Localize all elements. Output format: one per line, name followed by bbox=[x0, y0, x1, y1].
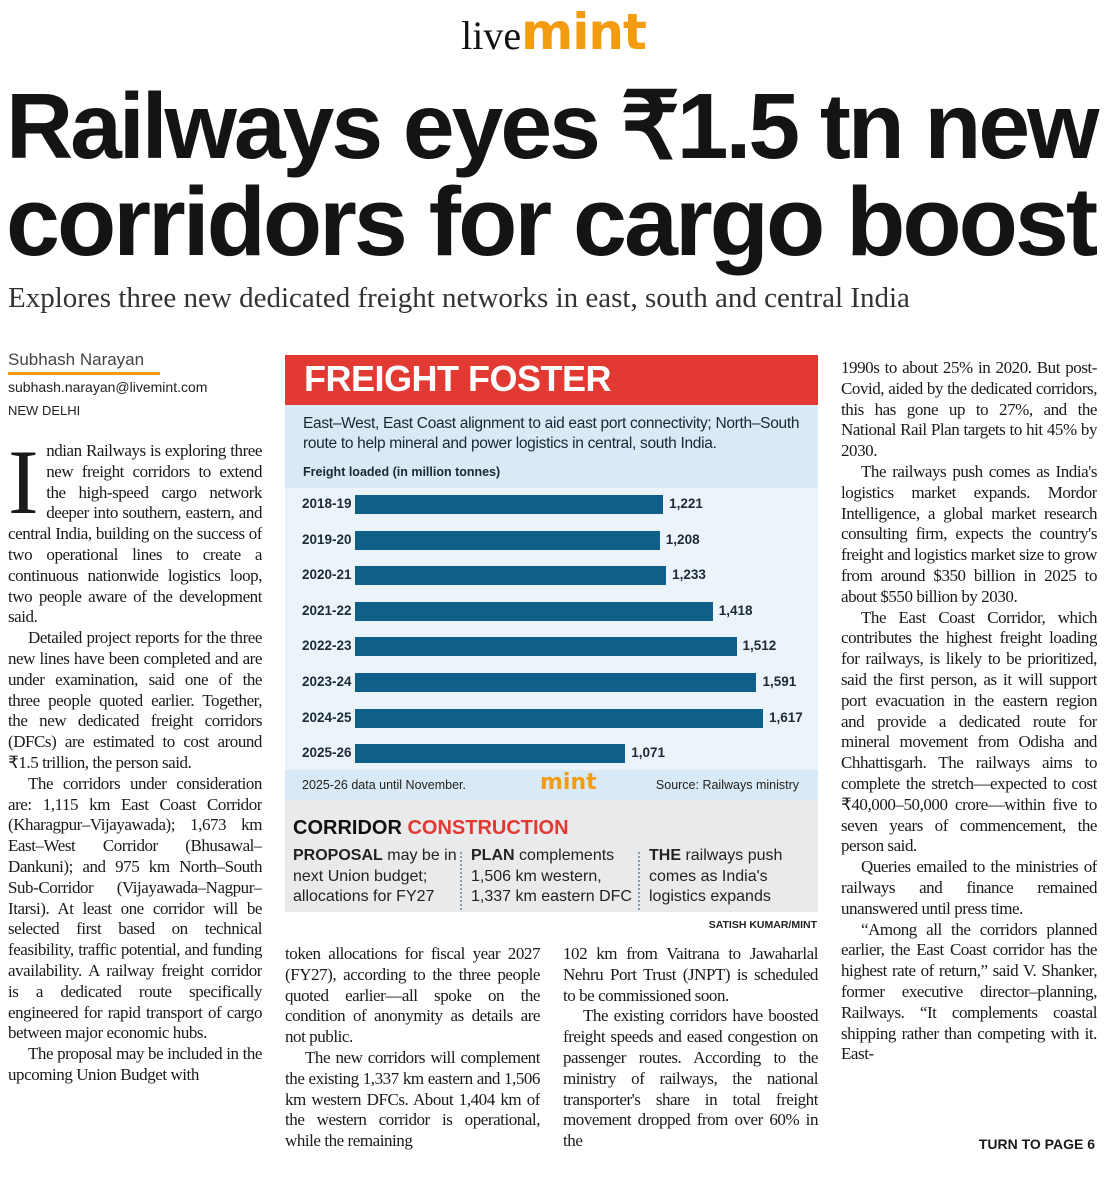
item-lead: PROPOSAL bbox=[293, 847, 383, 864]
corridor-title: CORRIDOR CONSTRUCTION bbox=[293, 817, 569, 840]
chart-source: Source: Railways ministry bbox=[655, 778, 799, 792]
column: Indian Railways is exploring three new f… bbox=[8, 441, 262, 1157]
paragraph: Indian Railways is exploring three new f… bbox=[8, 441, 262, 627]
corridor-box bbox=[285, 800, 818, 912]
bar bbox=[355, 566, 667, 586]
brand: mint bbox=[540, 770, 597, 795]
corridor-item: THE railways push comes as India's logis… bbox=[649, 846, 817, 908]
item-text: may be in next Union budget; allocations… bbox=[293, 847, 457, 905]
byline-rule bbox=[8, 372, 160, 375]
chart-note: 2025-26 data until November. bbox=[302, 778, 466, 792]
bar bbox=[355, 601, 713, 621]
chart-title: FREIGHT FOSTER bbox=[304, 358, 612, 399]
paragraph: “Among all the corridors planned earlier… bbox=[841, 919, 1097, 1064]
column: 1990s to about 25% in 2020. But post-Cov… bbox=[841, 358, 1097, 1114]
category-label: 2022-23 bbox=[302, 638, 352, 654]
category-label: 2018-19 bbox=[302, 496, 352, 511]
headline: Railways eyes ₹1.5 tn new bbox=[6, 74, 1099, 178]
byline-email: subhash.narayan@livemint.com bbox=[8, 379, 208, 395]
paragraph: 1990s to about 25% in 2020. But post-Cov… bbox=[841, 358, 1097, 461]
subheadline: Explores three new dedicated freight net… bbox=[8, 282, 910, 314]
paragraph: The new corridors will complement the ex… bbox=[285, 1047, 540, 1151]
value-label: 1,208 bbox=[665, 531, 700, 547]
column: 102 km from Vaitrana to Jawaharlal Nehru… bbox=[563, 944, 818, 1157]
bar bbox=[355, 744, 626, 764]
masthead-mint: mint bbox=[521, 3, 647, 61]
paragraph: 102 km from Vaitrana to Jawaharlal Nehru… bbox=[563, 944, 818, 1005]
axis-label: Freight loaded (in million tonnes) bbox=[303, 465, 501, 479]
paragraph: The existing corridors have boosted frei… bbox=[563, 1006, 818, 1151]
item-text: railways push comes as India's logistics… bbox=[649, 847, 783, 905]
paragraph: Queries emailed to the ministries of rai… bbox=[841, 857, 1097, 918]
value-label: 1,221 bbox=[669, 496, 703, 511]
category-label: 2023-24 bbox=[302, 674, 352, 689]
item-lead: PLAN bbox=[471, 847, 515, 864]
bar bbox=[355, 637, 737, 657]
paragraph: Detailed project reports for the three n… bbox=[8, 628, 262, 772]
paragraph: The corridors under consideration are: 1… bbox=[8, 773, 262, 1043]
bar bbox=[355, 495, 664, 514]
separator bbox=[460, 852, 462, 910]
category-label: 2025-26 bbox=[302, 745, 352, 761]
jump-line: TURN TO PAGE 6 bbox=[978, 1136, 1095, 1152]
byline-name: Subhash Narayan bbox=[8, 350, 145, 369]
value-label: 1,617 bbox=[769, 709, 803, 725]
paragraph: The proposal may be included in the upco… bbox=[8, 1044, 262, 1084]
category-label: 2021-22 bbox=[302, 602, 352, 618]
chart-header bbox=[285, 355, 818, 405]
masthead: livemint bbox=[0, 2, 1107, 66]
value-label: 1,233 bbox=[672, 567, 706, 583]
bar bbox=[355, 708, 763, 728]
bar bbox=[355, 530, 660, 550]
item-text: complements 1,506 km western, 1,337 km e… bbox=[471, 847, 632, 905]
bar bbox=[355, 673, 757, 692]
corridor-item: PROPOSAL may be in next Union budget; al… bbox=[293, 846, 461, 908]
value-label: 1,591 bbox=[762, 674, 797, 689]
headline: corridors for cargo boost bbox=[6, 167, 1098, 276]
dateline: NEW DELHI bbox=[8, 403, 81, 418]
corridor-title-black: CORRIDOR bbox=[293, 817, 402, 839]
category-label: 2020-21 bbox=[302, 567, 352, 583]
column: token allocations for fiscal year 2027 (… bbox=[285, 944, 540, 1157]
item-lead: THE bbox=[649, 847, 681, 864]
value-label: 1,512 bbox=[742, 638, 777, 654]
paragraph: token allocations for fiscal year 2027 (… bbox=[285, 944, 540, 1047]
masthead-live: live bbox=[461, 13, 522, 58]
paragraph: The East Coast Corridor, which contribut… bbox=[841, 607, 1097, 856]
credit: SATISH KUMAR/MINT bbox=[708, 919, 817, 931]
separator bbox=[638, 852, 640, 910]
corridor-item: PLAN complements 1,506 km western, 1,337… bbox=[471, 846, 639, 908]
chart-subtitle: East–West, East Coast alignment to aid e… bbox=[303, 415, 800, 452]
category-label: 2024-25 bbox=[302, 709, 352, 725]
value-label: 1,071 bbox=[631, 745, 666, 761]
paragraph: The railways push comes as India's logis… bbox=[841, 461, 1097, 606]
value-label: 1,418 bbox=[718, 602, 753, 618]
category-label: 2019-20 bbox=[302, 531, 352, 547]
corridor-title-red: CONSTRUCTION bbox=[407, 817, 569, 839]
